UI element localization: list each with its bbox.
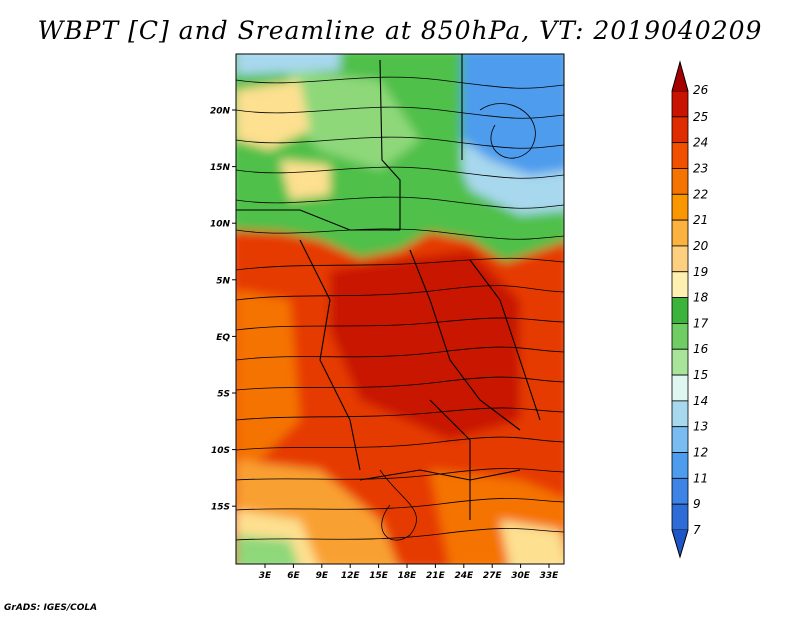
- colorbar-swatch: [671, 168, 689, 195]
- map-frame: [235, 53, 565, 565]
- colorbar-label: 19: [693, 265, 708, 279]
- colorbar-label: 9: [693, 497, 701, 511]
- lon-label: 27E: [483, 571, 503, 581]
- lon-label: 18E: [398, 571, 418, 581]
- lon-label: 3E: [259, 571, 272, 581]
- colorbar-label: 23: [693, 161, 708, 175]
- colorbar-swatch: [671, 245, 689, 273]
- grads-credit: GrADS: IGES/COLA: [4, 603, 98, 613]
- lat-label: EQ: [216, 333, 230, 343]
- colorbar-label: 12: [693, 446, 708, 460]
- lon-label: 21E: [426, 571, 446, 581]
- lon-label: 30E: [511, 571, 531, 581]
- colorbar-label: 15: [693, 368, 708, 382]
- latitude-ticks: 20N 15N 10N 5N EQ 5S 10S 15S: [210, 107, 236, 513]
- colorbar-swatch: [671, 271, 689, 298]
- colorbar-label: 14: [693, 394, 708, 408]
- field-light-green-patch: [280, 70, 420, 170]
- field-hot-core: [330, 250, 520, 440]
- map-title: WBPT [C] and Sreamline at 850hPa, VT: 20…: [37, 16, 763, 45]
- colorbar-label: 22: [693, 187, 708, 201]
- colorbar-swatch: [671, 323, 689, 350]
- colorbar-swatch: [671, 374, 689, 402]
- colorbar-label: 11: [693, 471, 708, 485]
- field-pale-sahel: [280, 160, 330, 200]
- colorbar-label: 26: [693, 83, 709, 97]
- colorbar-swatch: [671, 426, 689, 453]
- lon-label: 15E: [369, 571, 389, 581]
- colorbar-label: 24: [693, 136, 708, 150]
- lat-label: 10N: [210, 220, 231, 230]
- colorbar-swatch: [671, 452, 689, 479]
- lat-label: 10S: [211, 446, 230, 456]
- colorbar-top-arrow: [672, 62, 688, 91]
- lat-label: 20N: [210, 107, 231, 117]
- country-borders: [236, 54, 541, 520]
- colorbar-label: 13: [693, 420, 708, 434]
- colorbar-bottom-arrow: [672, 530, 688, 557]
- colorbar-label: 20: [693, 239, 709, 253]
- field-green-south: [236, 535, 298, 564]
- colorbar-swatch: [671, 400, 689, 428]
- colorbar-swatch: [671, 477, 689, 505]
- map-panel: 20N 15N 10N 5N EQ 5S 10S 15S 3E 6E 9E 12E 15E 18E 21E…: [210, 53, 565, 581]
- colorbar-swatch: [671, 193, 689, 221]
- colorbar: 26 25 24 23 22 21 20 19 18 17 16 15 14 13 12 11 9 7: [671, 60, 709, 559]
- lon-label: 33E: [540, 571, 560, 581]
- lat-label: 5N: [216, 276, 230, 286]
- colorbar-swatch: [671, 116, 689, 144]
- colorbar-label: 7: [693, 523, 701, 537]
- colorbar-label: 16: [693, 342, 709, 356]
- field-light-blue-band: [462, 140, 564, 215]
- colorbar-label: 18: [693, 291, 709, 305]
- lon-label: 9E: [316, 571, 329, 581]
- lat-label: 15S: [211, 503, 230, 513]
- streamlines: [236, 76, 564, 541]
- lat-label: 5S: [217, 390, 230, 400]
- colorbar-swatch: [671, 503, 689, 531]
- temperature-field: [236, 54, 564, 564]
- lon-label: 6E: [287, 571, 300, 581]
- colorbar-label: 25: [693, 110, 708, 124]
- field-pale-northwest: [236, 80, 310, 150]
- lon-label: 12E: [341, 571, 361, 581]
- lon-label: 24E: [454, 571, 474, 581]
- colorbar-swatch: [671, 90, 689, 118]
- colorbar-swatch: [671, 142, 689, 169]
- longitude-ticks: 3E 6E 9E 12E 15E 18E 21E 24E 27E 30E 33E: [259, 564, 559, 581]
- lat-label: 15N: [210, 163, 231, 173]
- field-light-blue-northwest: [236, 54, 340, 75]
- colorbar-swatch: [671, 348, 689, 376]
- colorbar-swatch: [671, 219, 689, 247]
- field-orange-west: [236, 290, 300, 470]
- colorbar-label: 17: [693, 316, 709, 330]
- field-blue-northeast: [462, 54, 564, 175]
- colorbar-label: 21: [693, 213, 708, 227]
- colorbar-swatch: [671, 297, 689, 324]
